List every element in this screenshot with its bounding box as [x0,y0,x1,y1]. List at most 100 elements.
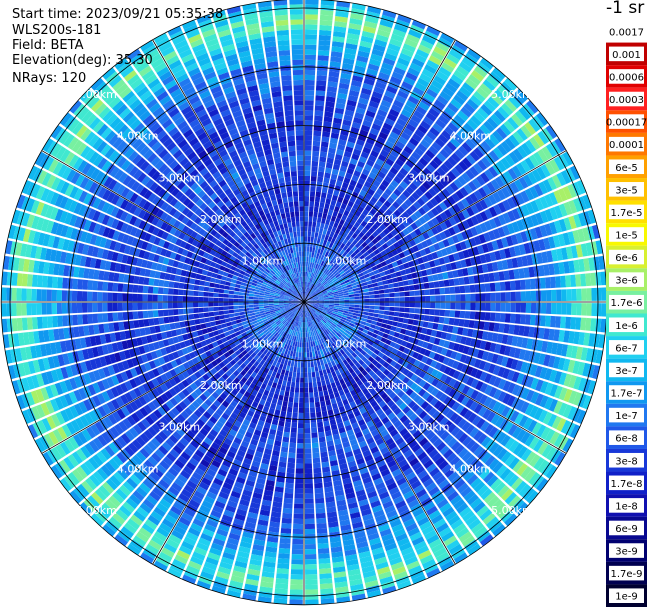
ray-gate [309,277,312,283]
ray-gate [417,320,424,327]
ray-gate [316,258,321,265]
ray-gate [277,466,286,473]
ray-gate [286,381,292,387]
ray-gate [310,236,315,243]
ray-gate [309,397,315,403]
ray-gate [304,69,316,76]
ray-gate [418,283,425,290]
ray-gate [284,492,294,499]
ray-gate [364,73,377,81]
ray-gate [309,201,315,207]
ray-gate [282,512,293,519]
ray-gate [371,320,378,326]
ray-gate [373,309,380,314]
ray-gate [311,262,315,268]
ray-gate [570,274,577,287]
ray-gate [343,295,350,298]
ray-gate [341,160,349,168]
ray-gate [540,277,546,289]
ray-gate [304,246,307,252]
ray-gate [313,361,318,367]
ray-gate [317,60,329,66]
ray-gate [450,294,456,302]
ray-gate [317,171,325,178]
ray-gate [566,303,572,315]
ray-gate [306,282,309,288]
ray-gate [509,313,516,324]
ray-gate [362,119,373,128]
ray-gate [304,478,313,484]
ray-gate [289,594,303,600]
ray-gate [551,289,557,302]
ray-gate [304,145,312,151]
ray-gate [301,357,304,363]
ray-gate [283,502,293,509]
ray-gate [300,362,304,368]
ray-gate [379,302,385,306]
ray-gate [381,62,394,71]
ray-gate [444,309,451,317]
ray-gate [319,395,325,402]
ray-gate [335,11,349,18]
ray-gate [499,281,506,291]
ray-gate [320,375,325,381]
ray-gate [325,198,332,205]
ray-gate [359,40,373,49]
ray-gate [353,307,360,311]
ray-gate [314,196,321,203]
ray-gate [504,313,511,323]
ray-gate [304,64,316,71]
ray-gate [308,272,311,278]
ray-gate [369,305,375,310]
ray-gate [450,302,456,310]
ray-gate [379,293,385,298]
ray-gate [311,170,318,177]
ray-gate [292,533,304,540]
ray-gate [346,37,359,46]
ray-gate [298,352,302,358]
ray-gate [418,314,425,321]
ray-gate [377,281,383,286]
ray-gate [313,120,323,127]
ray-gate [510,302,516,313]
ray-gate [332,210,339,218]
ray-gate [580,317,587,331]
ray-gate [314,258,318,264]
ray-gate [304,382,309,388]
ray-gate [306,276,308,283]
ray-gate [343,151,352,158]
ray-gate [305,34,317,40]
ray-gate [295,377,300,383]
ray-gate [428,315,435,323]
ray-gate [370,95,381,104]
ray-gate [348,306,355,310]
ray-gate [305,286,307,293]
ray-gate [293,361,298,368]
ray-gate [325,219,331,226]
ray-gate [297,433,304,439]
ray-gate [279,389,285,396]
ray-gate [393,287,400,293]
ray-gate [299,397,304,403]
ray-gate [362,82,374,91]
ray-gate [374,298,380,302]
ray-gate [402,318,409,324]
ray-gate [384,306,390,311]
ray-gate [401,274,408,281]
ray-gate [304,135,313,141]
ray-gate [304,170,311,176]
ray-gate [304,412,310,419]
ray-gate [282,436,290,443]
ray-gate [322,126,331,133]
ray-gate [319,19,333,26]
ray-gate [293,508,304,514]
ray-gate [312,221,317,228]
ray-gate [364,302,370,306]
ray-gate [460,294,466,302]
ray-gate [304,387,309,393]
ray-gate [284,390,290,397]
ray-gate [305,584,318,590]
ray-gate [377,318,383,323]
ray-gate [348,162,356,170]
ray-gate [294,387,300,393]
